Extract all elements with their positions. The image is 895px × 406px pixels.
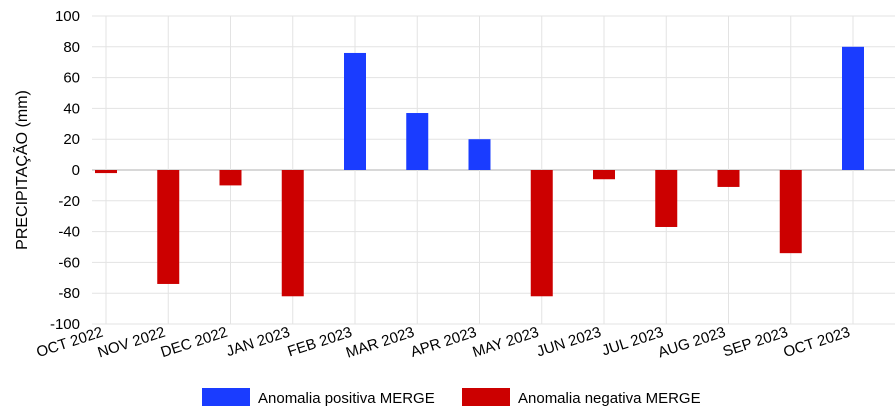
y-tick-label: -80 (58, 285, 80, 302)
x-tick-label: APR 2023 (408, 324, 478, 361)
y-tick-label: -60 (58, 254, 80, 271)
bar (344, 52, 366, 170)
y-axis-title: PRECIPITAÇÃO (mm) (11, 90, 31, 250)
grid (92, 15, 895, 325)
bar (593, 170, 615, 180)
legend: Anomalia positiva MERGE Anomalia negativ… (202, 388, 701, 406)
bar (281, 170, 304, 297)
y-tick-label: -40 (58, 224, 80, 241)
legend-swatch-negative (462, 388, 510, 406)
bar (219, 170, 242, 186)
bar (468, 139, 491, 170)
x-tick-label: JAN 2023 (224, 324, 292, 361)
x-tick-label: NOV 2022 (96, 324, 168, 362)
x-tick-label: AUG 2023 (656, 324, 728, 362)
legend-label-negative: Anomalia negativa MERGE (518, 390, 701, 406)
y-tick-label: -100 (50, 316, 80, 333)
y-tick-label: 20 (63, 131, 80, 148)
x-tick-label: MAY 2023 (470, 324, 541, 361)
legend-swatch-positive (202, 388, 250, 406)
y-tick-label: 40 (63, 100, 80, 117)
x-tick-label: MAR 2023 (344, 324, 417, 362)
bar (157, 170, 180, 284)
x-tick-label: SEP 2023 (721, 324, 790, 361)
bar (530, 170, 553, 297)
bar (779, 170, 802, 254)
y-tick-label: -20 (58, 193, 80, 210)
bar (842, 46, 864, 170)
bar (406, 113, 429, 170)
bar (717, 170, 740, 187)
x-tick-label: DEC 2022 (159, 324, 230, 362)
y-tick-label: 100 (55, 8, 80, 25)
y-tick-label: 60 (63, 70, 80, 87)
bar (95, 170, 117, 174)
bars (95, 46, 864, 297)
legend-label-positive: Anomalia positiva MERGE (258, 390, 435, 406)
y-tick-label: 0 (72, 162, 80, 179)
x-tick-label: JUN 2023 (535, 324, 604, 361)
y-tick-label: 80 (63, 39, 80, 56)
x-tick-label: OCT 2023 (781, 324, 852, 361)
bar (655, 170, 678, 227)
x-tick-label: FEB 2023 (286, 324, 355, 361)
x-tick-label: JUL 2023 (600, 324, 666, 360)
